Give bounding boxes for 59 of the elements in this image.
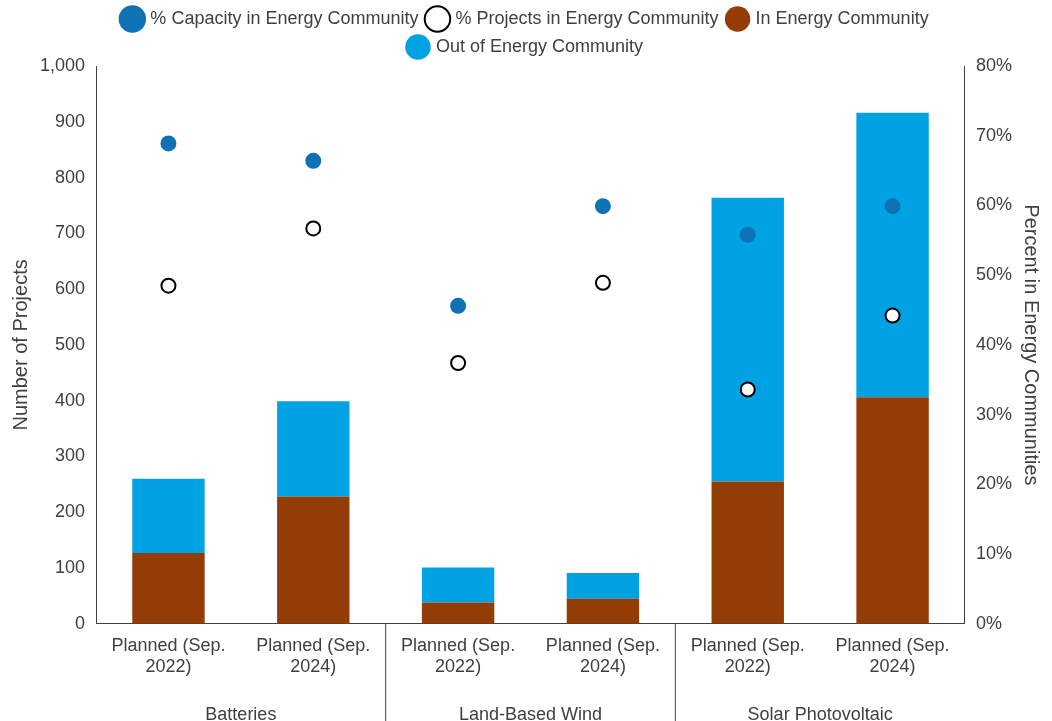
bar [421, 602, 495, 624]
text: Solar Photovoltaic [747, 703, 893, 721]
y-tick-label: 700 [55, 222, 86, 243]
x-tick-label: Planned (Sep. 2024) [835, 634, 950, 677]
text: Land-Based Wind [458, 703, 603, 721]
y-tick-label: 300 [55, 445, 86, 466]
bar [856, 112, 929, 398]
legend-label: Out of Energy Community [435, 35, 644, 56]
x-tick-label: Planned (Sep. 2024) [256, 634, 371, 677]
y-tick-label: 1,000 [40, 54, 86, 75]
y-tick-label: 400 [55, 389, 86, 410]
bar [132, 552, 205, 624]
y-tick-label: 900 [55, 110, 86, 131]
bar [132, 478, 205, 553]
point [305, 152, 322, 169]
bar [856, 397, 929, 624]
y2-tick-label: 40% [975, 333, 1012, 354]
point [160, 277, 177, 294]
x-tick-label: Planned (Sep. 2022) [690, 634, 805, 677]
legend-label: % Projects in Energy Community [455, 7, 719, 28]
point [884, 198, 901, 215]
y-tick-label: 600 [55, 278, 86, 299]
bar [711, 197, 784, 482]
y-tick-label: 200 [55, 501, 86, 522]
point [594, 198, 611, 215]
y-tick-label: 0 [75, 612, 86, 633]
y2-tick-label: 80% [975, 54, 1012, 75]
point [160, 135, 177, 152]
bar [277, 496, 350, 624]
x-tick-label: Planned (Sep. 2022) [401, 634, 516, 677]
y2-tick-label: 30% [975, 403, 1012, 424]
x-tick-label: Planned (Sep. 2022) [111, 634, 226, 677]
point [594, 274, 611, 291]
text: Batteries [205, 703, 277, 721]
bar [566, 598, 640, 624]
y-tick-label: 500 [55, 333, 86, 354]
y-axis-title: Number of Projects [8, 259, 31, 431]
y-tick-label: 800 [55, 166, 86, 187]
point [450, 297, 467, 314]
legend-label: % Capacity in Energy Community [150, 7, 419, 28]
y2-tick-label: 70% [975, 124, 1012, 145]
bar [566, 573, 640, 599]
y2-tick-label: 50% [975, 264, 1012, 285]
point [884, 307, 901, 324]
bar [277, 401, 350, 497]
y2-tick-label: 20% [975, 473, 1012, 494]
bar [711, 481, 784, 624]
point [305, 220, 322, 237]
legend-label: In Energy Community [755, 7, 929, 28]
y-tick-label: 100 [55, 556, 86, 577]
point [739, 226, 756, 243]
point [739, 381, 756, 398]
x-tick-label: Planned (Sep. 2024) [545, 634, 660, 677]
bar [421, 567, 495, 603]
y2-tick-label: 60% [975, 194, 1012, 215]
point [450, 355, 467, 372]
y2-tick-label: 10% [975, 543, 1012, 564]
y2-axis-title: Percent in Energy Communities [1021, 204, 1044, 486]
y2-tick-label: 0% [975, 612, 1002, 633]
